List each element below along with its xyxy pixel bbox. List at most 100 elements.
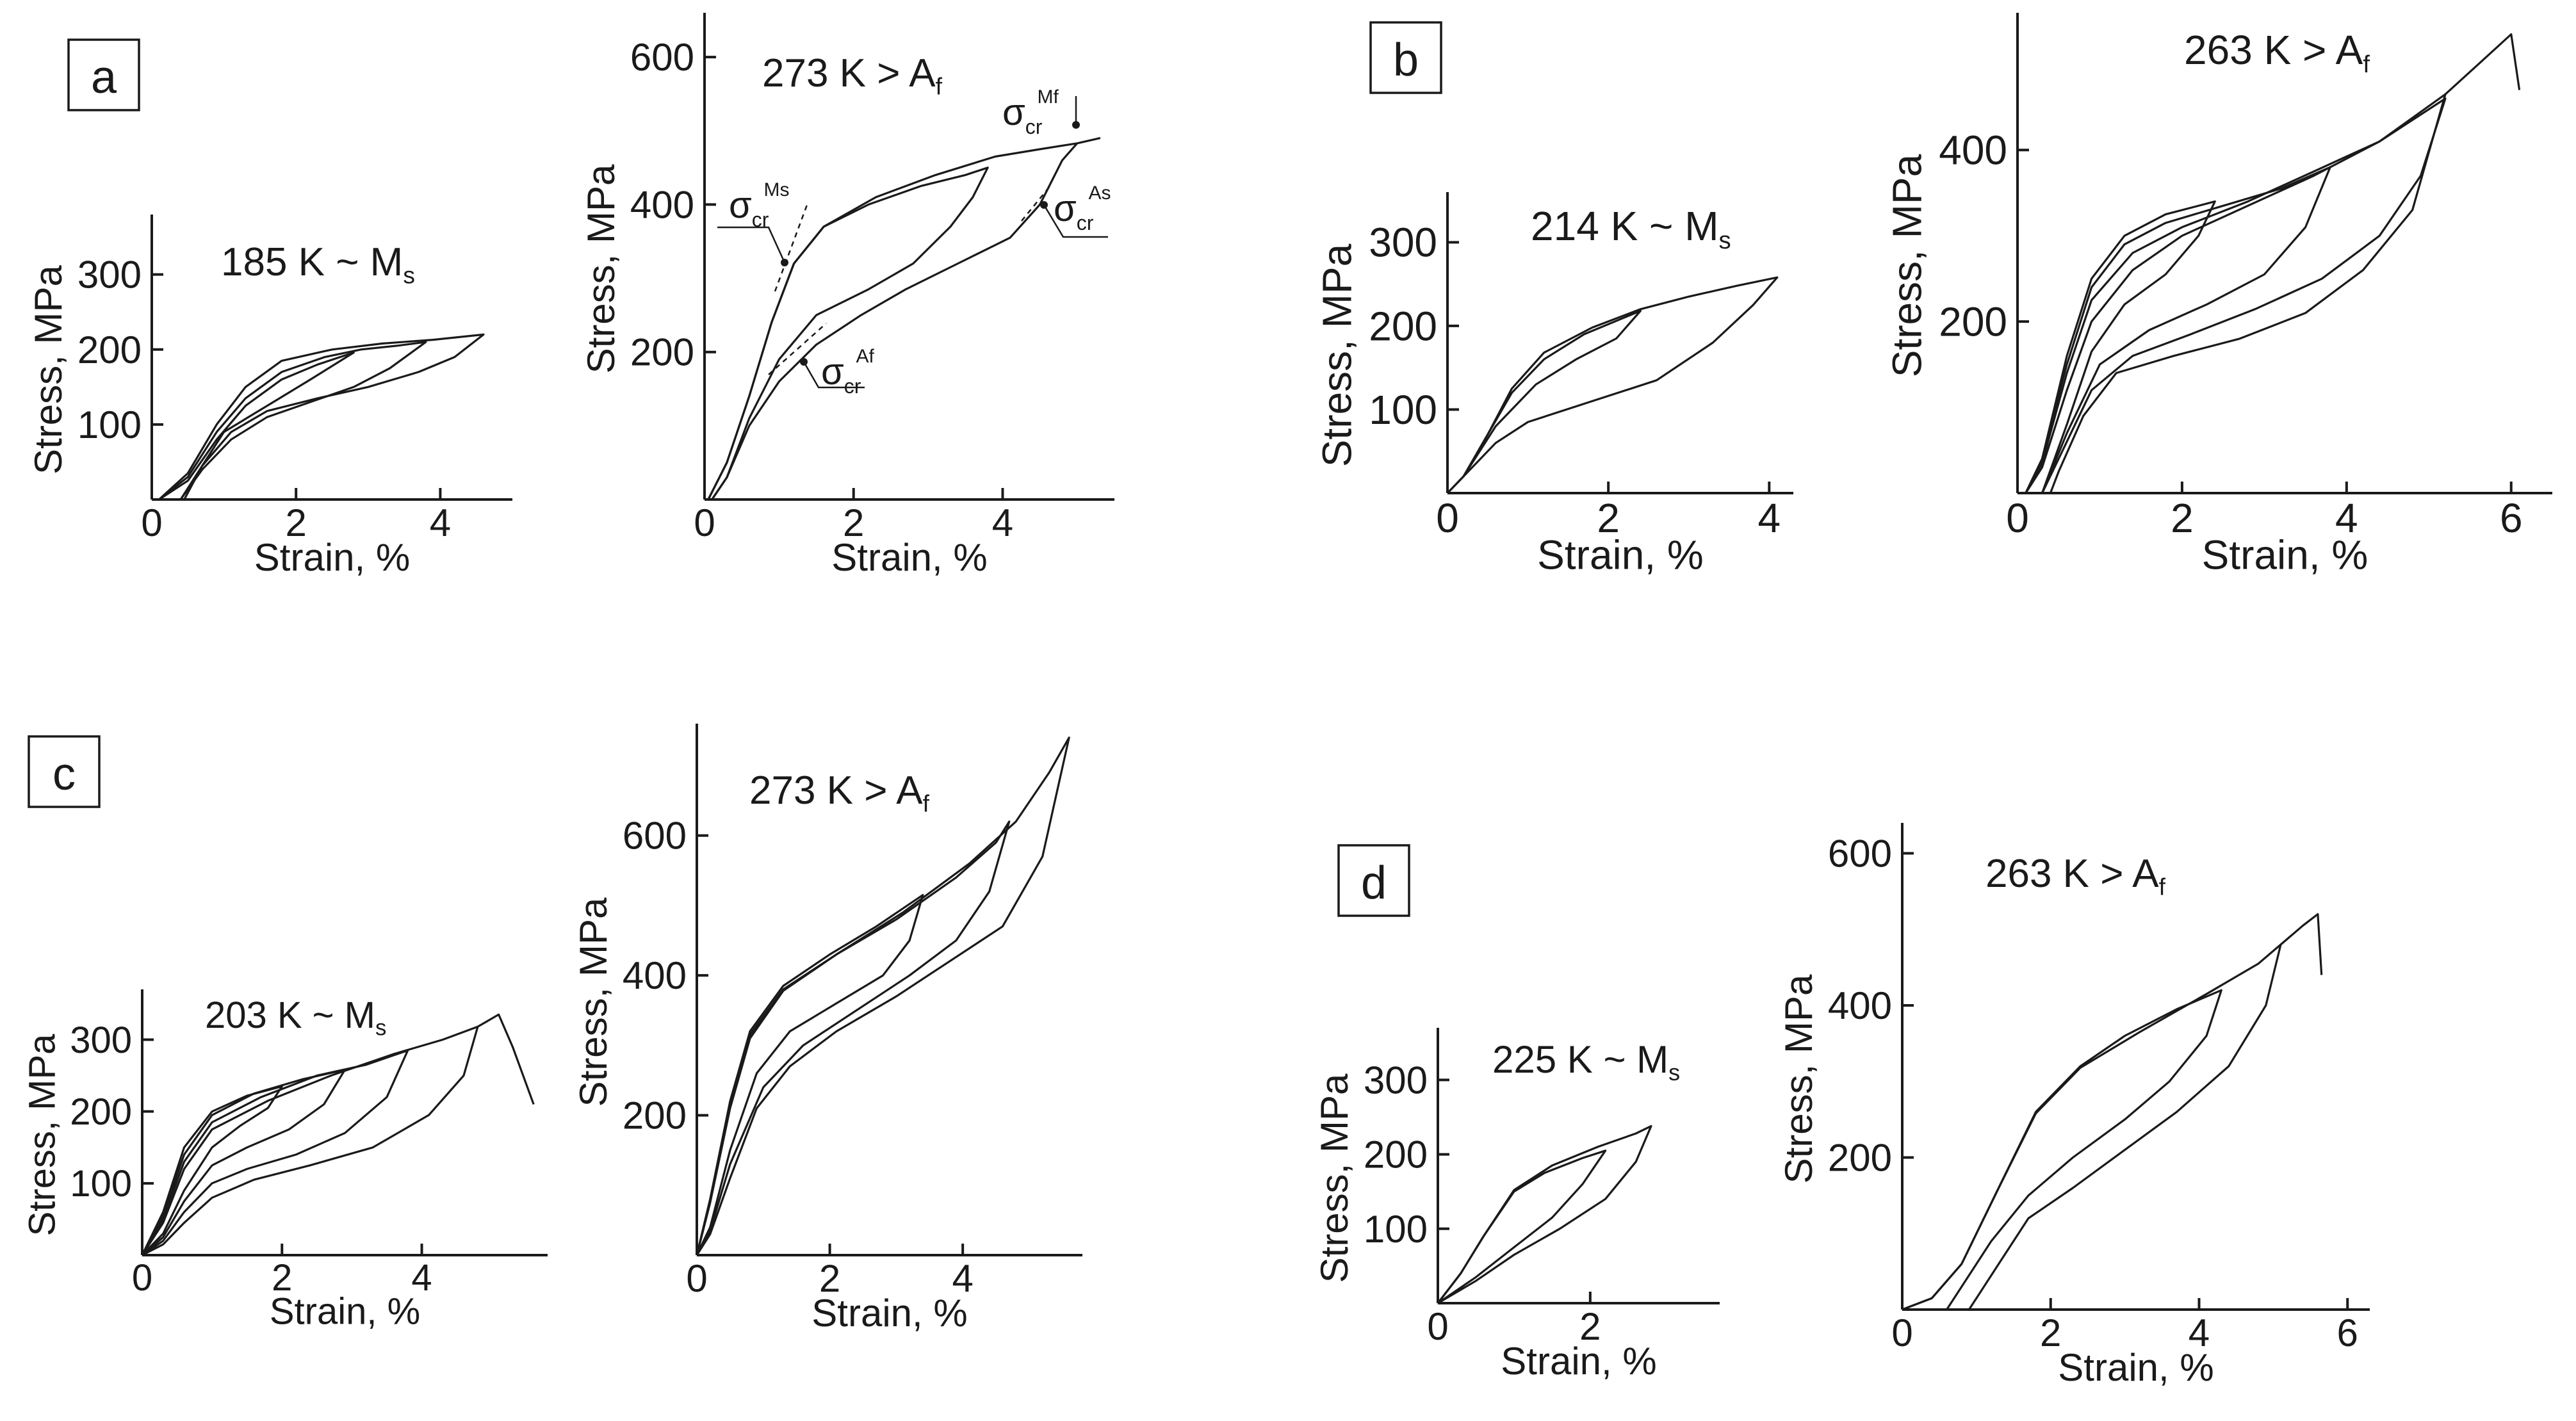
sigma-cr-ms-tangent xyxy=(774,204,808,292)
series-curve-3 xyxy=(696,736,1070,1256)
panel-label-text: d xyxy=(1361,857,1387,909)
series-curve-1 xyxy=(2025,200,2216,494)
y-tick-label: 300 xyxy=(1364,1059,1428,1101)
series-curve-4 xyxy=(141,1013,535,1256)
chart-title: 225 K ~ Ms xyxy=(1492,1038,1680,1085)
x-axis-label: Strain, % xyxy=(831,536,987,579)
series-curve-2 xyxy=(696,820,1011,1256)
series-curve-2 xyxy=(707,137,1101,500)
series-curve-2 xyxy=(1902,913,2323,1311)
series-curve-2 xyxy=(1437,1125,1652,1304)
chart-d1-225K: 0 2 100 200 300 Strain, % Stress, MPa 225 K ~ M… xyxy=(1313,1028,1720,1383)
x-tick-label: 4 xyxy=(430,501,451,544)
y-tick-label: 300 xyxy=(77,254,142,296)
panel-label-box xyxy=(28,735,101,808)
x-axis-label: Strain, % xyxy=(2202,532,2368,578)
x-axis-label: Strain, % xyxy=(270,1290,420,1332)
x-tick-label: 2 xyxy=(819,1257,840,1300)
y-axis-label: Stress, MPa xyxy=(22,1034,63,1237)
chart-c2-273K: 0 2 4 200 400 600 Strain, % Stress, MPa 273 K > … xyxy=(572,724,1082,1335)
x-tick-label: 4 xyxy=(992,501,1013,544)
series-curve-2 xyxy=(141,1069,346,1256)
x-tick-label: 0 xyxy=(1436,495,1459,541)
y-axis-label: Stress, MPa xyxy=(1884,154,1930,377)
y-tick-label: 300 xyxy=(1369,220,1437,266)
y-tick-label: 600 xyxy=(630,36,694,79)
sigma-cr-af-label: σcrAf xyxy=(821,346,874,398)
y-tick-label: 200 xyxy=(1369,303,1437,349)
chart-title: 185 K ~ Ms xyxy=(221,240,415,288)
y-axis-label: Stress, MPa xyxy=(1777,974,1820,1183)
y-axis-label: Stress, MPa xyxy=(27,264,70,474)
chart-title: 263 K > Af xyxy=(2184,27,2370,78)
sigma-cr-ms-label: σcrMs xyxy=(729,179,789,231)
y-tick-label: 200 xyxy=(77,329,142,371)
series-curve-4 xyxy=(2025,33,2521,494)
panel-label-b: b xyxy=(1369,21,1442,94)
x-tick-label: 4 xyxy=(2189,1311,2210,1354)
series-curve-2 xyxy=(2025,166,2331,494)
panel-label-text: b xyxy=(1393,35,1419,86)
series-curve-1 xyxy=(158,351,355,501)
x-tick-label: 2 xyxy=(2040,1311,2061,1354)
y-tick-label: 600 xyxy=(623,815,687,857)
y-axis-label: Stress, MPa xyxy=(1314,243,1360,467)
x-tick-label: 0 xyxy=(1427,1305,1448,1348)
y-tick-label: 200 xyxy=(1828,1137,1892,1180)
series-curve-5 xyxy=(142,1026,479,1256)
sigma-cr-as-leader xyxy=(1043,204,1108,238)
y-tick-label: 200 xyxy=(70,1091,132,1133)
panel-label-box xyxy=(1369,21,1442,94)
x-axis-label: Strain, % xyxy=(1537,532,1704,578)
x-tick-label: 2 xyxy=(2171,495,2194,541)
sigma-cr-ms-leader xyxy=(717,226,786,263)
y-tick-label: 400 xyxy=(1828,984,1892,1027)
x-tick-label: 4 xyxy=(1758,495,1781,541)
x-tick-label: 4 xyxy=(411,1257,432,1299)
sigma-cr-as-tangent xyxy=(1021,185,1051,222)
chart-b1-214K: 0 2 4 100 200 300 Strain, % Stress, MPa 214 K ~ … xyxy=(1314,192,1793,578)
series-curve-2 xyxy=(158,341,427,501)
y-tick-label: 200 xyxy=(623,1094,687,1137)
chart-a1-185K: 0 2 4 100 200 300 Strain, % Stress, MPa 185 K ~ … xyxy=(27,215,512,579)
x-tick-label: 4 xyxy=(952,1257,973,1300)
chart-c1-203K: 0 2 4 100 200 300 Strain, % Stress, MPa 203 K ~ … xyxy=(22,989,548,1332)
series-curve-5 xyxy=(2049,93,2447,494)
y-tick-label: 400 xyxy=(630,183,694,226)
y-axis-label: Stress, MPa xyxy=(1313,1073,1356,1283)
x-tick-label: 0 xyxy=(686,1257,707,1300)
x-tick-label: 2 xyxy=(272,1257,292,1299)
x-axis-label: Strain, % xyxy=(1501,1340,1656,1383)
y-tick-label: 200 xyxy=(630,331,694,374)
panel-label-box xyxy=(67,38,140,111)
chart-b2-263K: 0 2 4 6 200 400 Strain, % Stress, MPa 263 K > Af xyxy=(1884,13,2552,578)
x-tick-label: 2 xyxy=(1579,1305,1601,1348)
y-tick-label: 100 xyxy=(1364,1208,1428,1251)
x-tick-label: 4 xyxy=(2335,495,2358,541)
panel-label-c: c xyxy=(28,735,101,808)
series-curve-1 xyxy=(696,894,924,1256)
x-tick-label: 0 xyxy=(132,1257,152,1299)
x-tick-label: 0 xyxy=(141,501,162,544)
series-curve-3 xyxy=(1968,944,2282,1310)
y-tick-label: 100 xyxy=(77,403,142,446)
chart-title: 273 K > Af xyxy=(762,51,943,99)
panel-label-a: a xyxy=(67,38,140,111)
sigma-cr-af-arrowhead xyxy=(800,358,808,366)
panel-label-text: a xyxy=(91,52,117,103)
x-tick-label: 6 xyxy=(2337,1311,2358,1354)
y-tick-label: 400 xyxy=(1939,127,2007,174)
sigma-cr-af-tangent xyxy=(768,323,827,375)
series-curve-1 xyxy=(1902,989,2222,1311)
x-tick-label: 2 xyxy=(286,501,307,544)
y-tick-label: 400 xyxy=(623,954,687,997)
sigma-cr-mf-label: σcrMf xyxy=(1002,86,1059,138)
x-axis-label: Strain, % xyxy=(2058,1346,2213,1389)
series-curve-1 xyxy=(141,1085,283,1256)
series-curve-3 xyxy=(141,1049,409,1256)
y-axis-label: Stress, MPa xyxy=(572,897,615,1107)
sigma-cr-as-label: σcrAs xyxy=(1054,183,1111,234)
series-curve-3 xyxy=(158,333,485,501)
chart-title: 214 K ~ Ms xyxy=(1531,203,1731,254)
